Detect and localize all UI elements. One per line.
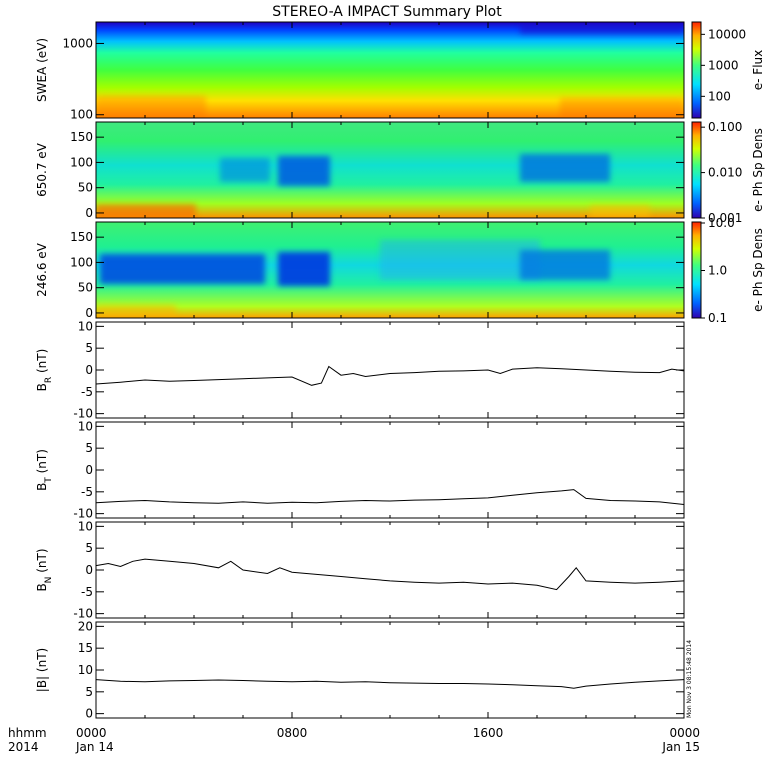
colorbar-tick-label: 0.010 [708, 166, 742, 180]
colorbar-tick-label: 0.1 [708, 311, 727, 325]
y-tick-label: 10 [78, 419, 93, 433]
chart-title: STEREO-A IMPACT Summary Plot [272, 4, 502, 20]
y-tick-label: 150 [70, 230, 93, 244]
panel-frame [95, 321, 685, 419]
panel-frame [95, 621, 685, 719]
y-axis-label: BT (nT) [35, 449, 54, 491]
y-tick-label: 5 [85, 541, 93, 555]
y-tick-label: 100 [70, 108, 93, 122]
y-axis-label: 650.7 eV [35, 142, 49, 197]
y-tick-label: 0 [85, 707, 93, 721]
x-tick-label: 0000 [669, 726, 700, 740]
series-line [95, 679, 685, 689]
x-tick-date-label: Jan 15 [661, 740, 700, 754]
y-tick-label: -5 [81, 485, 93, 499]
y-tick-label: -5 [81, 385, 93, 399]
x-tick-label: 0800 [277, 726, 308, 740]
y-tick-label: 50 [78, 281, 93, 295]
colorbar-pad-650 [691, 121, 702, 219]
pad-650-spectrogram [96, 122, 684, 218]
y-tick-label: -5 [81, 585, 93, 599]
panel-frame [95, 521, 685, 619]
y-tick-label: 10 [78, 663, 93, 677]
x-tick-label: 1600 [473, 726, 504, 740]
colorbar-label: e- Ph Sp Dens [751, 128, 765, 212]
timestamp: Mon Nov 3 08:15:48 2014 [686, 640, 693, 718]
colorbar-flux [691, 21, 702, 119]
y-axis-label: SWEA (eV) [35, 38, 49, 102]
y-tick-label: 10 [78, 519, 93, 533]
y-tick-label: 20 [78, 619, 93, 633]
y-tick-label: 50 [78, 181, 93, 195]
series-line [95, 558, 685, 591]
x-tick-label: 0000 [76, 726, 107, 740]
colorbar-tick-label: 1.0 [708, 264, 727, 278]
series-line [95, 489, 685, 505]
y-axis-label: 246.6 eV [35, 242, 49, 297]
series-line [95, 365, 685, 386]
y-tick-label: 5 [85, 685, 93, 699]
y-tick-label: 0 [85, 306, 93, 320]
panel-frame [95, 421, 685, 519]
colorbar-tick-label: 10000 [708, 27, 746, 41]
y-axis-label: BN (nT) [35, 548, 54, 591]
y-tick-label: 15 [78, 641, 93, 655]
y-tick-label: 1000 [62, 36, 93, 50]
y-axis-label: BR (nT) [35, 349, 54, 392]
y-tick-label: 10 [78, 319, 93, 333]
colorbar-tick-label: 10.0 [708, 216, 735, 230]
y-tick-label: 100 [70, 255, 93, 269]
y-tick-label: 100 [70, 155, 93, 169]
y-tick-label: 5 [85, 341, 93, 355]
colorbar-tick-label: 0.100 [708, 120, 742, 134]
colorbar-label: e- Flux [751, 50, 765, 90]
y-tick-label: 0 [85, 363, 93, 377]
x-tick-date-label: Jan 14 [75, 740, 114, 754]
x-axis-row1-label: hhmm [8, 726, 47, 740]
colorbar-pad-246 [691, 221, 702, 319]
y-tick-label: -10 [73, 607, 93, 621]
pad-246-spectrogram [96, 222, 684, 318]
colorbar-label: e- Ph Sp Dens [751, 228, 765, 312]
x-axis-row2-label: 2014 [8, 740, 39, 754]
colorbar-tick-label: 1000 [708, 58, 739, 72]
swea-spectrogram [96, 22, 684, 118]
y-axis-label: |B| (nT) [35, 648, 49, 692]
colorbar-tick-label: 100 [708, 89, 731, 103]
y-tick-label: -10 [73, 407, 93, 421]
y-tick-label: -10 [73, 507, 93, 521]
y-tick-label: 5 [85, 441, 93, 455]
y-tick-label: 0 [85, 563, 93, 577]
y-tick-label: 0 [85, 463, 93, 477]
y-tick-label: 0 [85, 206, 93, 220]
colorbar-tick-label: 0.001 [708, 211, 742, 225]
y-tick-label: 150 [70, 130, 93, 144]
